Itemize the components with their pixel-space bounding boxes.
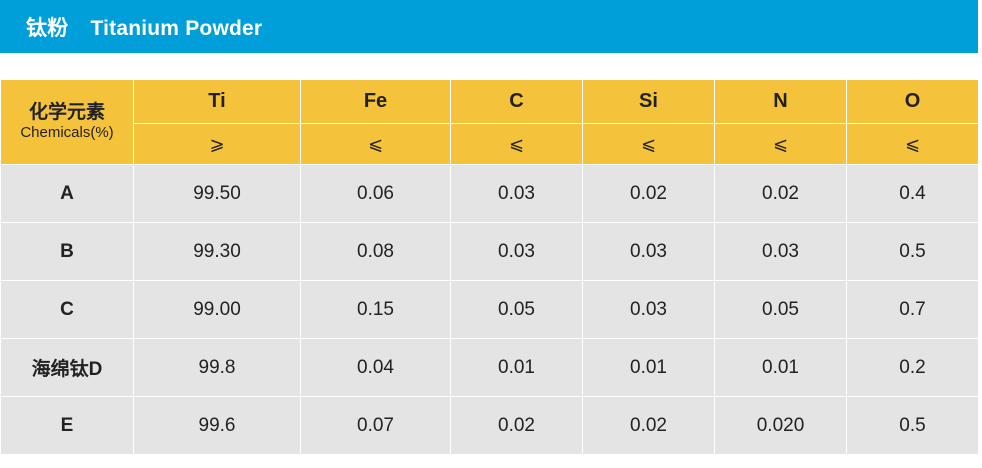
table-cell: 99.8 (133, 338, 301, 397)
table-cell: 99.00 (133, 280, 301, 339)
corner-label-chinese: 化学元素 (28, 101, 105, 123)
table-cell: 0.08 (300, 222, 451, 281)
row-label: C (0, 280, 134, 339)
column-header-o: O (846, 79, 979, 124)
column-header-fe: Fe (300, 79, 451, 124)
table-row: A 99.50 0.06 0.03 0.02 0.02 0.4 (0, 164, 979, 223)
composition-table: 化学元素 Chemicals(%) Ti Fe C Si N O ⩾ ⩽ ⩽ ⩽… (0, 79, 979, 455)
table-row: E 99.6 0.07 0.02 0.02 0.020 0.5 (0, 396, 979, 455)
limit-symbol-c: ⩽ (450, 123, 583, 165)
column-header-ti: Ti (133, 79, 301, 124)
limit-symbol-fe: ⩽ (300, 123, 451, 165)
column-header-n: N (714, 79, 847, 124)
table-cell: 0.02 (714, 164, 847, 223)
row-label: A (0, 164, 134, 223)
row-label: B (0, 222, 134, 281)
page-title: 钛粉 Titanium Powder (26, 12, 262, 42)
limit-symbol-ti: ⩾ (133, 123, 301, 165)
table-cell: 0.03 (582, 222, 715, 281)
table-cell: 0.05 (450, 280, 583, 339)
row-label: E (0, 396, 134, 455)
table-cell: 0.03 (450, 222, 583, 281)
table-cell: 99.50 (133, 164, 301, 223)
table-cell: 0.7 (846, 280, 979, 339)
header-row-elements: 化学元素 Chemicals(%) Ti Fe C Si N O (0, 79, 979, 165)
table-cell: 99.6 (133, 396, 301, 455)
limit-symbol-si: ⩽ (582, 123, 715, 165)
table-row: B 99.30 0.08 0.03 0.03 0.03 0.5 (0, 222, 979, 281)
table-cell: 0.02 (450, 396, 583, 455)
table-cell: 0.02 (582, 164, 715, 223)
limit-symbol-n: ⩽ (714, 123, 847, 165)
table-cell: 0.5 (846, 222, 979, 281)
corner-cell: 化学元素 Chemicals(%) (0, 79, 134, 165)
table-cell: 0.03 (714, 222, 847, 281)
table-cell: 0.02 (582, 396, 715, 455)
table-cell: 0.03 (450, 164, 583, 223)
table-cell: 0.06 (300, 164, 451, 223)
table-cell: 0.05 (714, 280, 847, 339)
table-cell: 0.2 (846, 338, 979, 397)
title-english: Titanium Powder (90, 17, 263, 40)
table-cell: 99.30 (133, 222, 301, 281)
table-cell: 0.01 (450, 338, 583, 397)
table-cell: 0.5 (846, 396, 979, 455)
title-chinese: 钛粉 (26, 17, 69, 40)
table-cell: 0.15 (300, 280, 451, 339)
table-cell: 0.4 (846, 164, 979, 223)
corner-label-english: Chemicals(%) (20, 124, 114, 142)
row-label: 海绵钛D (0, 338, 134, 397)
table-cell: 0.020 (714, 396, 847, 455)
table-cell: 0.03 (582, 280, 715, 339)
table-row: C 99.00 0.15 0.05 0.03 0.05 0.7 (0, 280, 979, 339)
table-cell: 0.01 (714, 338, 847, 397)
column-header-c: C (450, 79, 583, 124)
title-bar: 钛粉 Titanium Powder (0, 0, 978, 53)
limit-symbol-o: ⩽ (846, 123, 979, 165)
column-header-si: Si (582, 79, 715, 124)
table-cell: 0.04 (300, 338, 451, 397)
table-row: 海绵钛D 99.8 0.04 0.01 0.01 0.01 0.2 (0, 338, 979, 397)
header-row-limits: ⩾ ⩽ ⩽ ⩽ ⩽ ⩽ (1, 123, 979, 165)
table-cell: 0.01 (582, 338, 715, 397)
table-cell: 0.07 (300, 396, 451, 455)
